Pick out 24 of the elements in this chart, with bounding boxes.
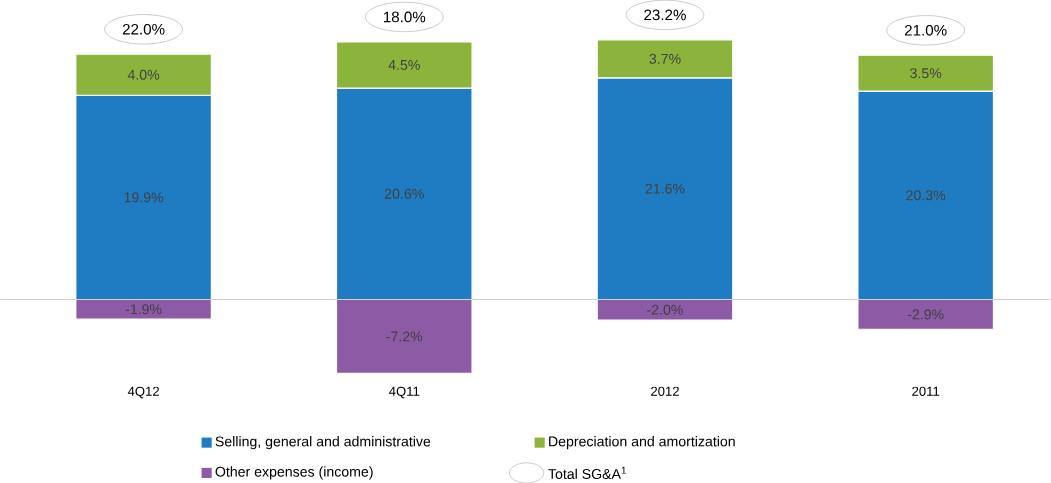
data-label: 4.5% (388, 59, 420, 70)
data-label: 20.3% (906, 190, 946, 201)
x-tick-label: 2012 (651, 386, 679, 396)
x-tick-label: 4Q11 (389, 386, 420, 399)
data-label: 3.5% (910, 68, 942, 79)
data-label: 21.6% (645, 183, 685, 194)
data-label: 20.6% (384, 188, 424, 199)
legend-label: Depreciation and amortization (549, 435, 735, 450)
data-label: 4.0% (127, 69, 160, 80)
legend-label: Selling, general and administrative (215, 435, 431, 450)
data-label: -2.0% (647, 304, 683, 315)
x-tick-label: 2011 (912, 386, 940, 396)
total-label: 22.0% (122, 23, 165, 35)
data-label: -2.9% (907, 309, 944, 320)
data-label: 3.7% (649, 53, 681, 64)
total-label: 21.0% (904, 24, 947, 36)
x-tick-label: 4Q12 (127, 386, 159, 399)
total-label: 23.2% (644, 9, 686, 21)
data-label: -7.2% (386, 331, 423, 342)
legend-label: Other expenses (income) (215, 466, 373, 480)
total-label: 18.0% (383, 11, 426, 23)
data-label: 19.9% (124, 192, 164, 203)
text: Total SG&A$^{1}$ (548, 466, 626, 479)
data-label: -1.9% (125, 304, 162, 315)
